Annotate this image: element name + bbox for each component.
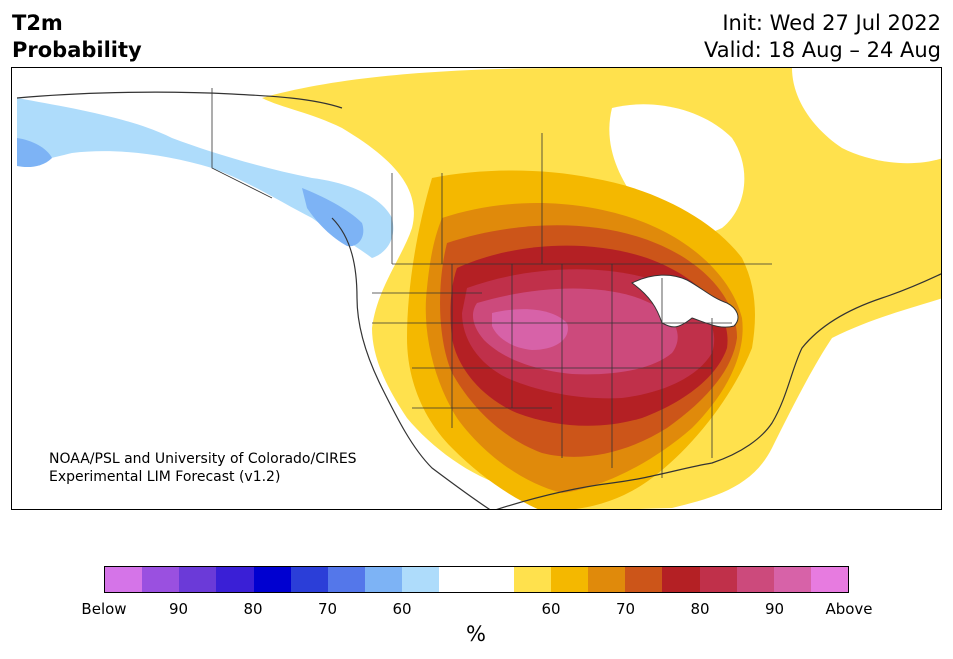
legend-tick-label: Below	[81, 600, 127, 618]
warm-region-90	[492, 309, 568, 350]
legend-swatch	[810, 567, 849, 592]
legend-tick-label: 90	[168, 600, 189, 618]
legend-swatch	[142, 567, 180, 592]
title-type: Probability	[12, 38, 142, 62]
cold-region-bering	[17, 138, 52, 168]
legend-swatch	[699, 567, 737, 592]
legend-tick-label: 70	[615, 600, 636, 618]
legend-unit: %	[466, 622, 486, 646]
legend-tick-label: Above	[825, 600, 873, 618]
political-borders	[211, 88, 772, 478]
forecast-dates: Init: Wed 27 Jul 2022 Valid: 18 Aug – 24…	[704, 10, 941, 64]
legend-swatch	[550, 567, 589, 592]
legend-swatch	[216, 567, 254, 592]
legend-swatch	[105, 567, 143, 592]
legend-tick-label: 90	[764, 600, 785, 618]
probability-map	[11, 67, 942, 510]
legend-tick-label: 60	[392, 600, 412, 618]
coastline	[16, 91, 941, 509]
legend-swatch	[773, 567, 811, 592]
legend-tick-label: 60	[541, 600, 561, 618]
cold-region-coast	[302, 188, 364, 247]
legend-tick-label: 70	[317, 600, 338, 618]
data-credit: NOAA/PSL and University of Colorado/CIRE…	[49, 450, 357, 486]
legend-swatch	[662, 567, 700, 592]
valid-range: Valid: 18 Aug – 24 Aug	[703, 38, 941, 62]
legend-swatch	[179, 567, 217, 592]
legend-swatch	[253, 567, 291, 592]
legend-swatch	[439, 567, 477, 592]
legend-swatch	[625, 567, 663, 592]
legend-swatch	[365, 567, 403, 592]
legend-swatch	[476, 567, 514, 592]
legend-tick-label: 80	[690, 600, 710, 618]
legend-swatch	[513, 567, 551, 592]
legend-swatch	[327, 567, 366, 592]
credit-line-1: NOAA/PSL and University of Colorado/CIRE…	[49, 451, 357, 467]
arctic-islands	[792, 68, 941, 164]
legend-swatch	[588, 567, 626, 592]
cold-region-alaska	[17, 98, 394, 258]
legend-tick-label: 80	[243, 600, 263, 618]
legend-swatch	[290, 567, 328, 592]
legend-swatch	[402, 567, 440, 592]
title-variable: T2m	[12, 11, 63, 35]
legend-swatch	[736, 567, 774, 592]
credit-line-2: Experimental LIM Forecast (v1.2)	[49, 469, 281, 485]
map-title: T2m Probability	[12, 10, 142, 64]
map-canvas	[12, 68, 941, 509]
color-legend-bar	[104, 566, 849, 593]
init-date: Init: Wed 27 Jul 2022	[722, 11, 941, 35]
